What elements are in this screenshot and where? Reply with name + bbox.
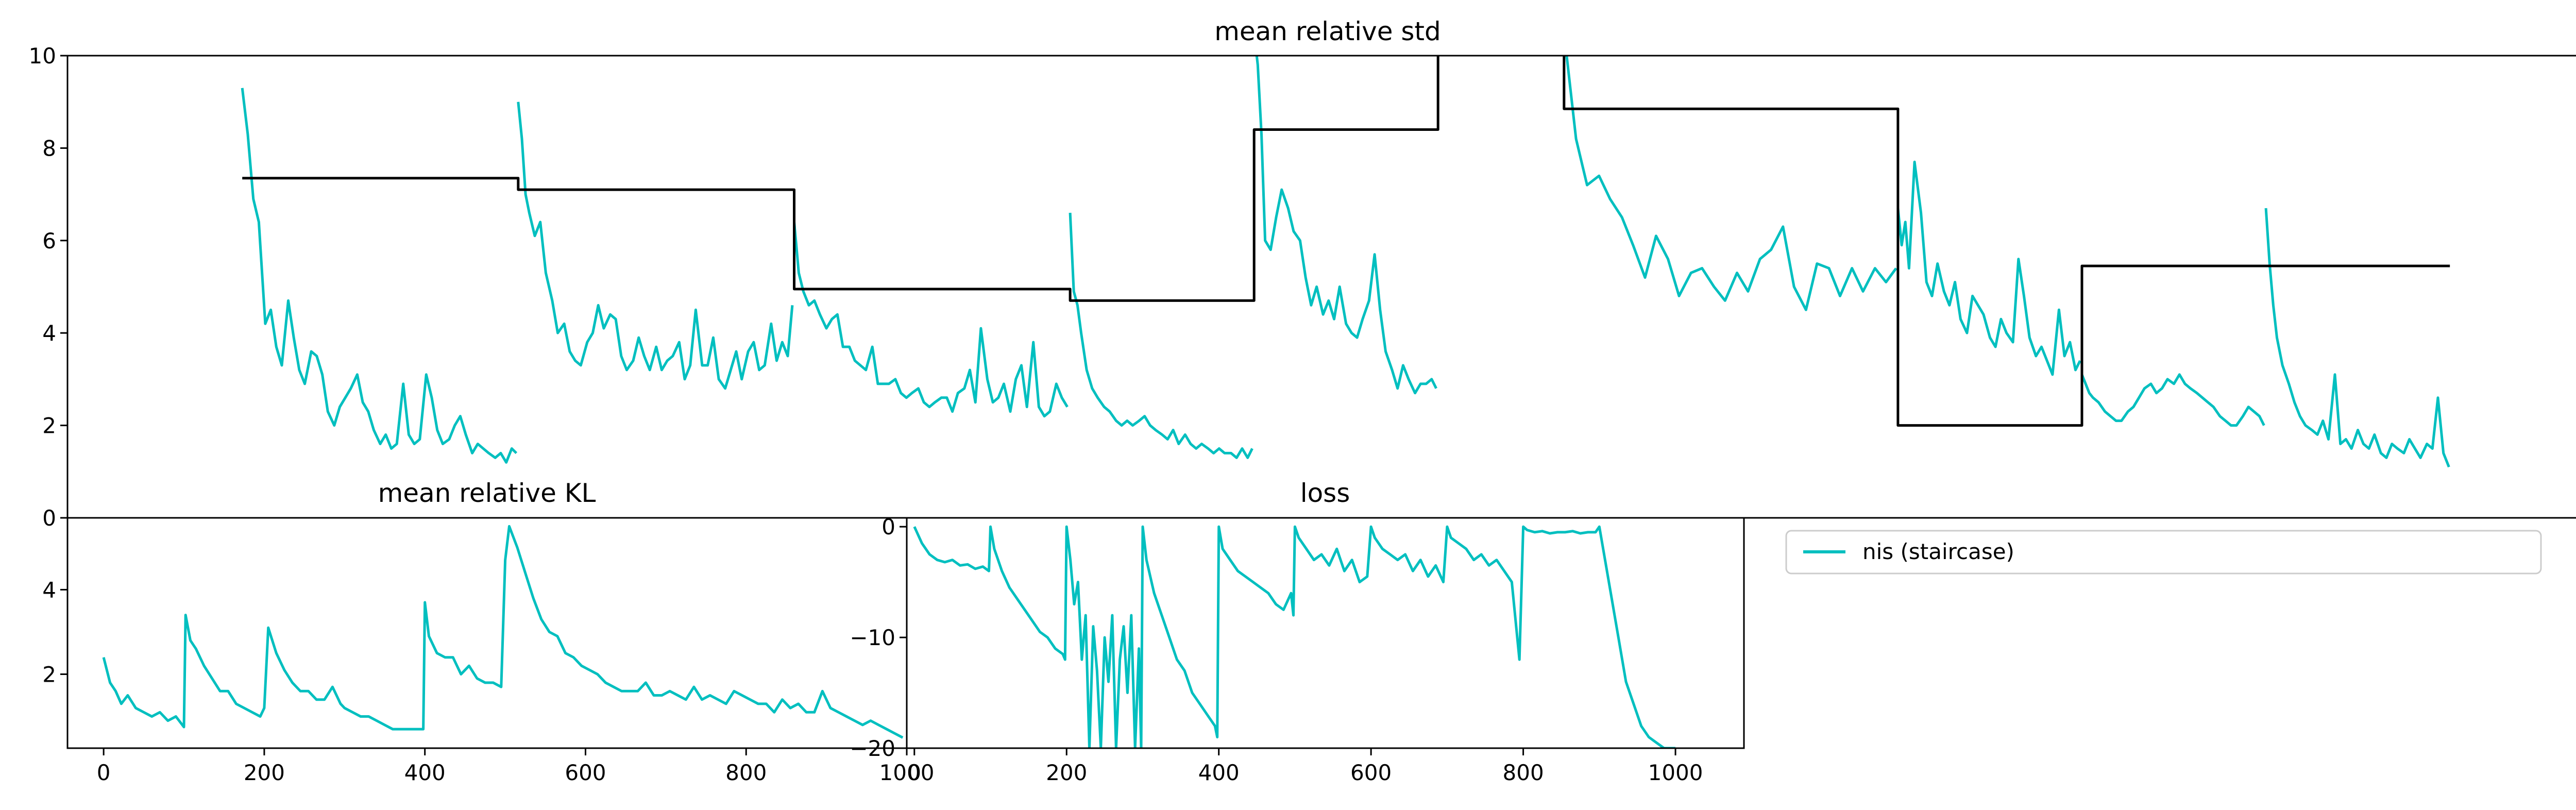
x-tick-label: 200 xyxy=(1046,760,1087,785)
panel-title: mean relative std xyxy=(1214,16,1441,46)
x-tick-label: 0 xyxy=(97,760,111,785)
series-line-std-segment-7 xyxy=(2080,373,2265,427)
x-ticks-loss: 0 200 400 600 800 1000 xyxy=(907,748,1703,785)
x-tick-label: 200 xyxy=(244,760,285,785)
x-tick-label: 400 xyxy=(404,760,446,785)
x-tick-label: 1000 xyxy=(879,760,935,785)
series-line-std-segment-0 xyxy=(241,88,518,464)
y-tick-label: −20 xyxy=(850,736,895,761)
y-tick-label: 6 xyxy=(42,228,56,254)
y-ticks-loss: 0 −10 −20 xyxy=(850,514,907,761)
legend-label: nis (staircase) xyxy=(1862,539,2014,564)
series-line-std-segment-5 xyxy=(1565,56,1897,311)
series-line-std-segment-1 xyxy=(517,102,794,390)
y-tick-label: −10 xyxy=(850,625,895,650)
y-tick-label: 0 xyxy=(42,505,56,531)
y-tick-label: 4 xyxy=(42,577,56,602)
panel-title: loss xyxy=(1300,478,1350,508)
y-tick-label: 0 xyxy=(882,514,895,539)
plot-area-top xyxy=(241,56,2450,468)
y-tick-label: 2 xyxy=(42,413,56,438)
panel-mean-relative-kl: mean relative KL 24 0 200 400 600 800 1000 xyxy=(42,478,934,785)
series-line-std-segment-2 xyxy=(793,222,1069,418)
panel-title: mean relative KL xyxy=(378,478,596,508)
series-line-std-segment-6 xyxy=(1896,160,2081,376)
x-tick-label: 1000 xyxy=(1648,760,1703,785)
series-line-kl xyxy=(102,525,904,739)
panel-legend: nis (staircase) xyxy=(1743,518,2542,748)
y-ticks-top: 0 2 4 6 8 10 xyxy=(29,43,67,531)
x-tick-label: 600 xyxy=(565,760,606,785)
series-line-loss xyxy=(913,525,1675,748)
x-tick-label: 400 xyxy=(1198,760,1240,785)
series-line-std-segment-3 xyxy=(1069,212,1253,459)
plot-area-kl xyxy=(102,525,904,739)
series-line-staircase xyxy=(242,56,2450,427)
series-line-std-segment-8 xyxy=(2264,208,2450,468)
x-tick-label: 800 xyxy=(1503,760,1544,785)
panel-loss: loss 0 −10 −20 0 200 400 600 800 1000 xyxy=(850,478,1745,785)
y-tick-label: 4 xyxy=(42,320,56,346)
y-tick-label: 2 xyxy=(42,662,56,687)
y-ticks-kl: 24 xyxy=(42,577,67,687)
legend-box xyxy=(1785,530,2542,575)
y-tick-label: 8 xyxy=(42,136,56,161)
plot-area-loss xyxy=(913,525,1675,748)
x-tick-label: 600 xyxy=(1350,760,1392,785)
y-tick-label: 10 xyxy=(29,43,56,69)
series-line-std-segment-4 xyxy=(1255,56,1437,395)
x-tick-label: 0 xyxy=(907,760,921,785)
x-ticks-kl: 0 200 400 600 800 1000 xyxy=(97,748,935,785)
x-tick-label: 800 xyxy=(725,760,767,785)
